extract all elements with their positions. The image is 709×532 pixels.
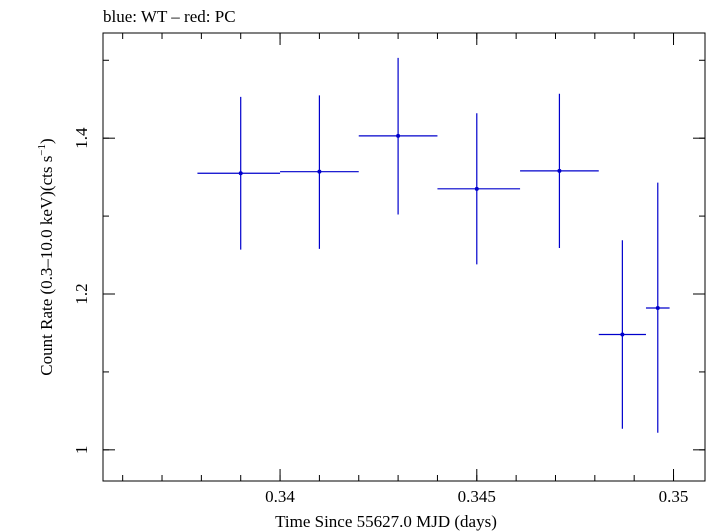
data-marker: [655, 306, 660, 311]
data-series: [197, 57, 670, 433]
data-marker: [620, 332, 625, 337]
y-tick-label: 1: [72, 446, 91, 455]
x-axis: 0.34 0.345 0.35: [122, 33, 689, 506]
x-axis-label: Time Since 55627.0 MJD (days): [275, 512, 497, 531]
data-point: [197, 96, 281, 250]
data-marker: [317, 169, 322, 174]
data-point: [280, 95, 359, 249]
y-axis-label-superscript: −1: [36, 144, 48, 156]
x-tick-label: 0.345: [458, 487, 496, 506]
data-marker: [557, 168, 562, 173]
data-marker: [396, 133, 401, 138]
plot-frame: [102, 32, 706, 482]
y-tick-label: 1.4: [72, 127, 91, 149]
y-tick-label: 1.2: [72, 283, 91, 304]
y-axis-label: Count Rate (0.3–10.0 keV)(cts s−1): [36, 138, 56, 375]
chart-title: blue: WT – red: PC: [103, 7, 236, 26]
data-marker: [238, 171, 243, 176]
x-tick-label: 0.35: [659, 487, 689, 506]
data-point: [520, 93, 599, 249]
data-point: [437, 113, 521, 265]
data-marker: [474, 186, 479, 191]
x-tick-label: 0.34: [265, 487, 295, 506]
data-point: [645, 182, 670, 433]
data-point: [358, 57, 438, 215]
y-axis: 1 1.2 1.4: [72, 59, 705, 455]
data-point: [598, 240, 646, 429]
